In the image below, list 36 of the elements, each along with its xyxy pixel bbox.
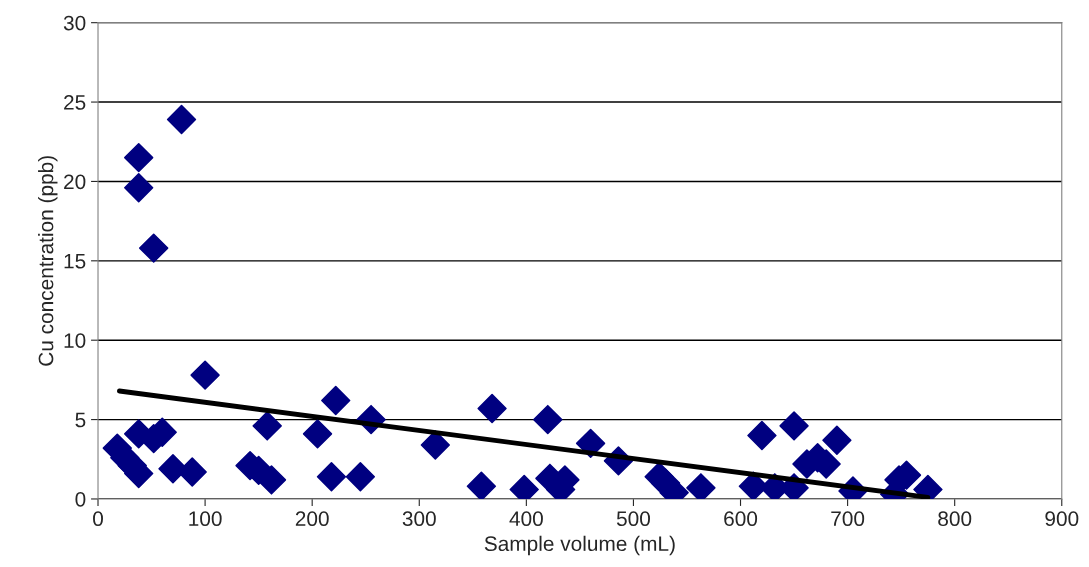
x-tick-label: 500 <box>616 511 650 527</box>
point <box>477 393 507 424</box>
point <box>124 142 154 173</box>
point <box>252 411 282 441</box>
x-tick-label: 900 <box>1045 511 1079 527</box>
point <box>302 419 333 449</box>
y-tick-label: 15 <box>64 254 86 269</box>
x-tick-label: 600 <box>724 511 758 527</box>
point <box>822 425 852 455</box>
point <box>686 473 716 499</box>
x-tick-label: 800 <box>938 511 972 527</box>
y-tick-label: 25 <box>64 95 86 110</box>
x-tick-label: 300 <box>402 511 436 527</box>
y-axis-title: Cu concentration (ppb) <box>38 156 58 366</box>
x-tick-label: 700 <box>831 511 865 527</box>
x-tick-label: 200 <box>295 511 329 527</box>
point <box>321 385 351 416</box>
point <box>533 404 563 435</box>
x-tick-label: 400 <box>509 511 543 527</box>
x-tick-label: 0 <box>93 511 103 527</box>
point <box>747 420 777 451</box>
x-axis-title: Sample volume (mL) <box>484 535 675 556</box>
point <box>124 173 154 203</box>
y-tick-label: 30 <box>63 15 86 31</box>
y-tick-label: 0 <box>75 491 86 507</box>
y-tick-label: 20 <box>64 174 86 190</box>
point <box>779 411 809 441</box>
y-tick-label: 10 <box>64 333 86 348</box>
point <box>345 462 376 492</box>
point <box>166 104 197 135</box>
point <box>190 360 220 390</box>
y-tick-label: 5 <box>75 412 86 428</box>
point <box>139 233 169 263</box>
x-tick-label: 100 <box>189 511 222 527</box>
point <box>316 462 347 492</box>
point <box>466 471 497 499</box>
